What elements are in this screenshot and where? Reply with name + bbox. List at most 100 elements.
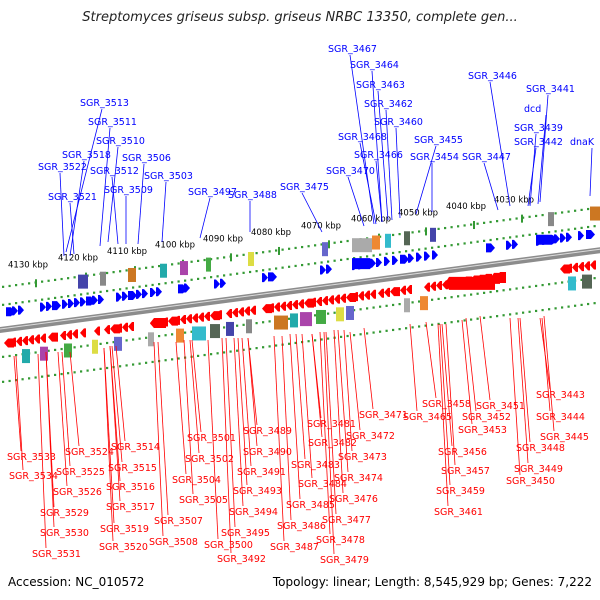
lower-track-dot [73, 346, 76, 349]
reverse-gene-arrow [244, 306, 250, 316]
reverse-gene-arrow [180, 315, 186, 325]
upper-track-dot [476, 240, 479, 243]
upper-track-dot [385, 252, 388, 255]
lower-track-dot [476, 292, 479, 295]
feature-box [78, 274, 88, 289]
upper-track-dot [463, 224, 466, 227]
forward-gene-arrow [560, 233, 566, 243]
lower-track-dot [496, 290, 499, 293]
top-gene-label: SGR_3467 [328, 44, 377, 55]
reverse-gene-arrow [352, 292, 358, 302]
bottom-leader-line [61, 351, 71, 467]
reverse-gene-arrow [34, 334, 40, 344]
upper-track-dot [554, 212, 557, 215]
feature-box [100, 271, 106, 286]
top-gene-label: SGR_3513 [80, 98, 129, 109]
bottom-gene-label: SGR_3458 [422, 399, 471, 410]
upper-track-dot [145, 284, 148, 287]
reverse-gene-arrow [238, 307, 244, 317]
bottom-gene-label: SGR_3491 [237, 467, 286, 478]
lower-track-dot [236, 349, 239, 352]
upper-track-dot [366, 255, 369, 258]
reverse-gene-arrow [566, 263, 572, 273]
forward-gene-arrow [554, 234, 560, 244]
top-leader-line [107, 146, 119, 243]
lower-track-dot [418, 300, 421, 303]
bottom-gene-label: SGR_3486 [277, 521, 326, 532]
lower-track-dot [275, 344, 278, 347]
lower-track-dot [21, 378, 24, 381]
upper-track-dot [307, 263, 310, 266]
lower-track-dot [34, 351, 37, 354]
bottom-gene-label: SGR_3524 [65, 447, 114, 458]
bottom-gene-label: SGR_3490 [243, 447, 292, 458]
feature-box [248, 252, 254, 267]
lower-track-dot [171, 358, 174, 361]
lower-track-dot [554, 282, 557, 285]
reverse-gene-arrow [445, 276, 495, 290]
lower-track-dot [73, 371, 76, 374]
lower-track-dot [346, 334, 349, 338]
upper-track-dot [99, 290, 102, 293]
lower-track-dot [593, 302, 596, 305]
upper-track-dot [580, 226, 583, 229]
bottom-gene-label: SGR_3472 [346, 431, 395, 442]
lower-track-dot [327, 337, 330, 340]
lower-track-dot [8, 379, 11, 383]
reverse-gene-arrow [116, 323, 122, 333]
lower-track-dot [54, 373, 57, 377]
lower-track-dot [99, 367, 102, 370]
bottom-leader-line [509, 317, 521, 476]
upper-track-dot [249, 270, 252, 274]
lower-track-dot [34, 376, 37, 379]
upper-track-dot [496, 220, 499, 223]
upper-track-dot [190, 260, 193, 263]
upper-track-dot [21, 283, 24, 286]
bottom-leader-line [289, 333, 301, 500]
lower-track-dot [385, 304, 388, 307]
feature-box [372, 235, 380, 250]
upper-track-dot [450, 244, 453, 247]
lower-track-dot [489, 315, 492, 319]
bottom-leader-line [425, 321, 437, 399]
lower-track-dot [145, 336, 148, 339]
lower-track-dot [171, 333, 174, 336]
forward-gene-arrow [46, 301, 52, 311]
upper-track-dot [522, 234, 525, 237]
feature-box [22, 349, 30, 364]
upper-track-dot [411, 249, 414, 252]
upper-track-dot [197, 277, 200, 280]
forward-gene-arrow [80, 297, 86, 307]
reverse-gene-arrow [316, 296, 322, 306]
bottom-leader-line [153, 341, 164, 537]
reverse-gene-arrow [322, 296, 328, 306]
reverse-gene-arrow [364, 290, 370, 300]
lower-track-dot [268, 320, 271, 323]
lower-track-dot [437, 297, 440, 301]
upper-track-dot [151, 265, 154, 269]
upper-track-dot [489, 238, 492, 242]
reverse-gene-arrow [298, 299, 304, 309]
upper-track-dot [418, 230, 421, 233]
top-leader-line [359, 142, 377, 225]
feature-box [590, 206, 600, 221]
upper-track-dot [489, 220, 492, 224]
top-gene-label: SGR_3446 [468, 71, 517, 82]
bottom-gene-label: SGR_3465 [403, 412, 452, 423]
bottom-gene-label: SGR_3476 [329, 494, 378, 505]
upper-track-dot [223, 256, 226, 259]
top-gene-label: SGR_3441 [526, 84, 575, 95]
upper-track-dot [60, 295, 63, 299]
lower-track-dot [229, 350, 232, 353]
lower-track-dot [528, 310, 531, 313]
upper-track-dot [28, 282, 31, 285]
lower-track-dot [366, 307, 369, 310]
forward-gene-arrow [416, 252, 422, 262]
forward-gene-arrow [512, 239, 518, 249]
reverse-gene-arrow [406, 285, 412, 295]
lower-track-dot [47, 374, 50, 377]
upper-track-dot [47, 297, 50, 300]
lower-track-dot [561, 281, 564, 284]
bottom-gene-label: SGR_3515 [108, 463, 157, 474]
forward-gene-arrow [506, 240, 512, 250]
